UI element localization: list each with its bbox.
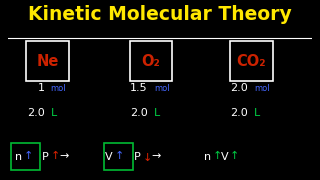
Text: 2.0: 2.0 [27,108,44,118]
Text: ↑: ↑ [229,151,239,161]
Text: CO₂: CO₂ [236,54,266,69]
Text: P: P [42,152,49,162]
Text: L: L [254,108,260,118]
Text: Kinetic Molecular Theory: Kinetic Molecular Theory [28,5,292,24]
FancyBboxPatch shape [130,41,172,81]
Text: L: L [51,108,57,118]
Text: P: P [134,152,141,162]
FancyBboxPatch shape [230,41,273,81]
Text: ↑: ↑ [51,151,60,161]
Text: ↑: ↑ [212,151,222,161]
FancyBboxPatch shape [104,143,132,170]
Text: n: n [15,152,22,162]
Text: L: L [154,108,160,118]
Text: ↑: ↑ [24,151,33,161]
FancyBboxPatch shape [26,41,69,81]
Text: ↑: ↑ [115,151,124,161]
Text: →: → [59,152,68,162]
Text: 2.0: 2.0 [230,108,248,118]
Text: 1.5: 1.5 [130,83,148,93]
Text: V: V [221,152,228,162]
Text: mol: mol [51,84,66,93]
Text: V: V [105,152,113,162]
Text: mol: mol [254,84,270,93]
Text: O₂: O₂ [141,54,160,69]
Text: ↓: ↓ [143,152,152,163]
Text: 2.0: 2.0 [230,83,248,93]
FancyBboxPatch shape [11,143,40,170]
Text: Ne: Ne [36,54,59,69]
Text: →: → [151,152,161,162]
Text: 2.0: 2.0 [130,108,148,118]
Text: mol: mol [154,84,170,93]
Text: n: n [204,152,211,162]
Text: 1: 1 [37,83,44,93]
